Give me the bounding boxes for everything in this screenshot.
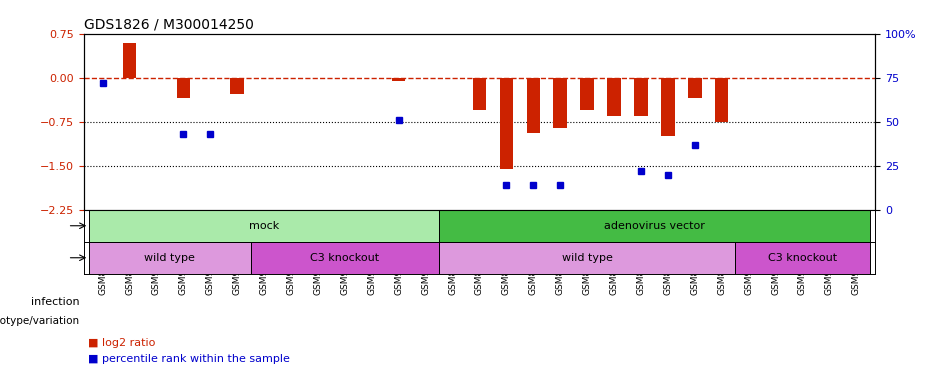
Text: mock: mock <box>249 221 279 231</box>
Text: infection: infection <box>31 297 79 307</box>
Text: ■ percentile rank within the sample: ■ percentile rank within the sample <box>88 354 290 364</box>
Bar <box>439 242 735 274</box>
Bar <box>688 78 702 98</box>
Bar <box>500 78 513 169</box>
Bar <box>715 78 728 122</box>
Bar <box>473 78 486 110</box>
Text: genotype/variation: genotype/variation <box>0 316 79 326</box>
Text: GDS1826 / M300014250: GDS1826 / M300014250 <box>84 17 253 31</box>
Text: wild type: wild type <box>561 253 613 263</box>
Bar <box>177 78 190 98</box>
Bar <box>231 78 244 94</box>
Bar <box>123 42 136 78</box>
Bar <box>89 242 250 274</box>
Bar <box>527 78 540 134</box>
Text: C3 knockout: C3 knockout <box>310 253 380 263</box>
Bar <box>392 78 405 81</box>
Bar <box>89 210 439 242</box>
Bar <box>439 210 870 242</box>
Bar <box>554 78 567 128</box>
Text: adenovirus vector: adenovirus vector <box>604 221 705 231</box>
Bar <box>580 78 594 110</box>
Text: ■ log2 ratio: ■ log2 ratio <box>88 338 155 348</box>
Bar <box>735 242 870 274</box>
Bar <box>634 78 648 116</box>
Bar <box>661 78 675 136</box>
Bar <box>250 242 439 274</box>
Text: wild type: wild type <box>144 253 196 263</box>
Bar <box>607 78 621 116</box>
Text: C3 knockout: C3 knockout <box>768 253 837 263</box>
